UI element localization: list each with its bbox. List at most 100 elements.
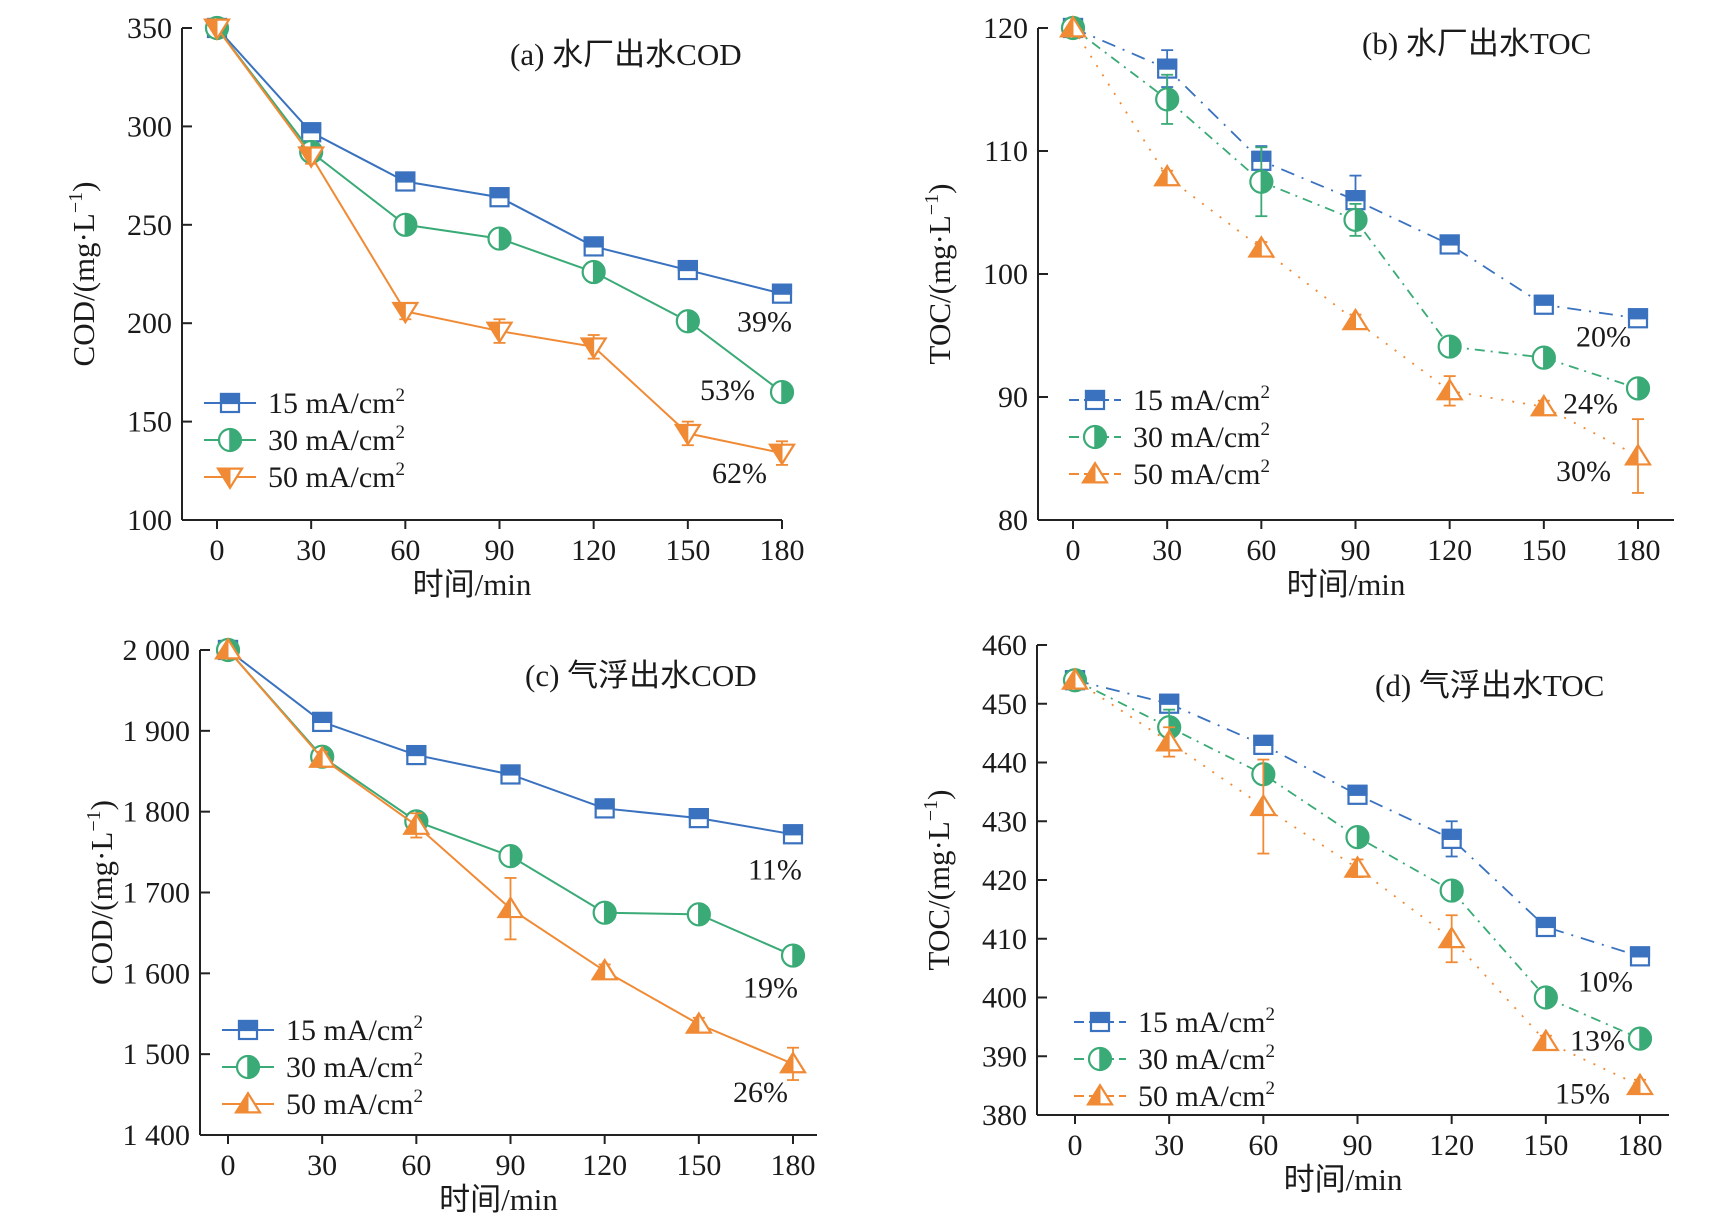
data-point xyxy=(673,423,702,447)
panel-b-chart: 80 90 100 110 120 0 30 60 90 120 150 180 时间/min TOC/(… xyxy=(921,12,1674,602)
x-axis-title: 时间/min xyxy=(1287,567,1406,602)
data-point xyxy=(1155,729,1184,752)
x-tick-label: 180 xyxy=(1616,534,1661,567)
percent-label: 11% xyxy=(748,853,802,886)
y-tick-label: 1 500 xyxy=(123,1038,191,1071)
percent-label: 20% xyxy=(1576,320,1631,353)
data-point xyxy=(686,902,711,927)
x-tick-label: 150 xyxy=(1523,1129,1568,1162)
data-point xyxy=(1345,825,1370,850)
y-tick-label: 100 xyxy=(983,258,1028,291)
y-axis-title: COD/(mg·L−1) xyxy=(83,800,119,985)
x-tick-label: 60 xyxy=(1248,1129,1278,1162)
x-tick-label: 60 xyxy=(1246,534,1276,567)
y-tick-label: 410 xyxy=(982,923,1027,956)
x-tick-label: 90 xyxy=(496,1149,526,1182)
percent-label: 26% xyxy=(733,1076,788,1109)
data-point xyxy=(688,808,709,829)
x-tick-label: 120 xyxy=(1429,1129,1474,1162)
legend-item-30: 30 mA/cm2 xyxy=(222,1049,423,1084)
y-tick-label: 440 xyxy=(982,747,1027,780)
data-point xyxy=(780,943,806,968)
x-tick-label: 90 xyxy=(1341,534,1371,567)
y-tick-label: 1 700 xyxy=(123,877,191,910)
data-point xyxy=(684,1011,713,1034)
x-tick-label: 150 xyxy=(676,1149,721,1182)
data-point xyxy=(581,259,606,285)
percent-label: 39% xyxy=(737,306,792,339)
data-point xyxy=(500,764,521,785)
x-tick-label: 120 xyxy=(571,534,616,567)
x-tick-label: 0 xyxy=(1068,1129,1083,1162)
data-point xyxy=(1529,393,1558,417)
data-point xyxy=(1437,925,1466,949)
y-tick-label: 200 xyxy=(127,307,172,340)
percent-label: 10% xyxy=(1578,965,1633,998)
y-tick-label: 80 xyxy=(998,504,1028,537)
y-tick-label: 350 xyxy=(127,12,172,45)
data-point xyxy=(1249,793,1278,817)
y-axis-title: TOC/(mg·L−1) xyxy=(920,790,956,971)
y-axis-title: COD/(mg·L−1) xyxy=(65,182,101,367)
data-point xyxy=(1435,377,1464,401)
panel-title: (b) 水厂出水TOC xyxy=(1362,26,1591,61)
data-point xyxy=(677,259,698,281)
data-point xyxy=(594,798,615,819)
data-point xyxy=(1439,234,1460,255)
y-axis-title: TOC/(mg·L−1) xyxy=(921,184,957,365)
data-point xyxy=(1343,855,1372,878)
y-tick-label: 120 xyxy=(983,12,1028,45)
panel-a-chart: 100 150 200 250 300 350 0 30 60 90 120 150 180 时间/min… xyxy=(65,12,805,602)
y-tick-label: 90 xyxy=(998,381,1028,414)
data-point xyxy=(1247,235,1276,258)
x-tick-label: 180 xyxy=(760,534,805,567)
legend-marker xyxy=(216,467,244,490)
legend-item-30: 30 mA/cm2 xyxy=(204,422,405,457)
legend-marker xyxy=(1082,424,1108,450)
y-tick-label: 110 xyxy=(984,135,1028,168)
legend-label: 30 mA/cm2 xyxy=(1138,1041,1275,1076)
series-50 xyxy=(214,637,807,1081)
percent-label: 30% xyxy=(1556,455,1611,488)
data-point xyxy=(1535,916,1556,938)
y-tick-label: 450 xyxy=(982,688,1027,721)
data-point xyxy=(1061,667,1089,690)
data-point xyxy=(395,171,416,192)
legend-label: 30 mA/cm2 xyxy=(1133,419,1270,454)
data-point xyxy=(498,844,523,869)
y-tick-label: 150 xyxy=(127,406,172,439)
data-point xyxy=(489,187,510,208)
legend-marker xyxy=(217,427,243,453)
data-point xyxy=(1441,828,1462,849)
y-tick-label: 2 000 xyxy=(123,634,191,667)
y-tick-label: 390 xyxy=(982,1040,1027,1073)
percent-label: 62% xyxy=(712,457,767,490)
data-point xyxy=(779,1050,807,1074)
y-tick-label: 1 600 xyxy=(123,957,191,990)
legend-marker xyxy=(1084,389,1106,411)
y-tick-label: 100 xyxy=(127,504,172,537)
panel-d-chart: 380 390 400 410 420 430 440 450 460 0 30 60 90 120 150… xyxy=(920,629,1669,1197)
x-tick-label: 90 xyxy=(1343,1129,1373,1162)
legend-marker xyxy=(1086,1083,1114,1106)
panel-title: (c) 气浮出水COD xyxy=(525,658,757,693)
legend-marker xyxy=(1087,1046,1113,1072)
x-axis-title: 时间/min xyxy=(439,1182,558,1217)
legend-item-30: 30 mA/cm2 xyxy=(1069,419,1270,454)
data-point xyxy=(203,18,231,41)
legend-item-15: 15 mA/cm2 xyxy=(1074,1004,1275,1039)
y-tick-label: 420 xyxy=(982,864,1027,897)
legend-marker xyxy=(234,1091,262,1114)
x-tick-label: 0 xyxy=(210,534,225,567)
data-point xyxy=(496,895,525,919)
data-point xyxy=(1533,294,1554,315)
x-tick-label: 120 xyxy=(1427,534,1472,567)
legend-item-50: 50 mA/cm2 xyxy=(222,1086,423,1121)
series-15 xyxy=(1064,670,1651,967)
data-point xyxy=(402,812,431,835)
legend-marker xyxy=(1081,461,1109,484)
y-tick-label: 460 xyxy=(982,629,1027,662)
legend-label: 15 mA/cm2 xyxy=(1133,382,1270,417)
data-point xyxy=(1155,87,1180,112)
